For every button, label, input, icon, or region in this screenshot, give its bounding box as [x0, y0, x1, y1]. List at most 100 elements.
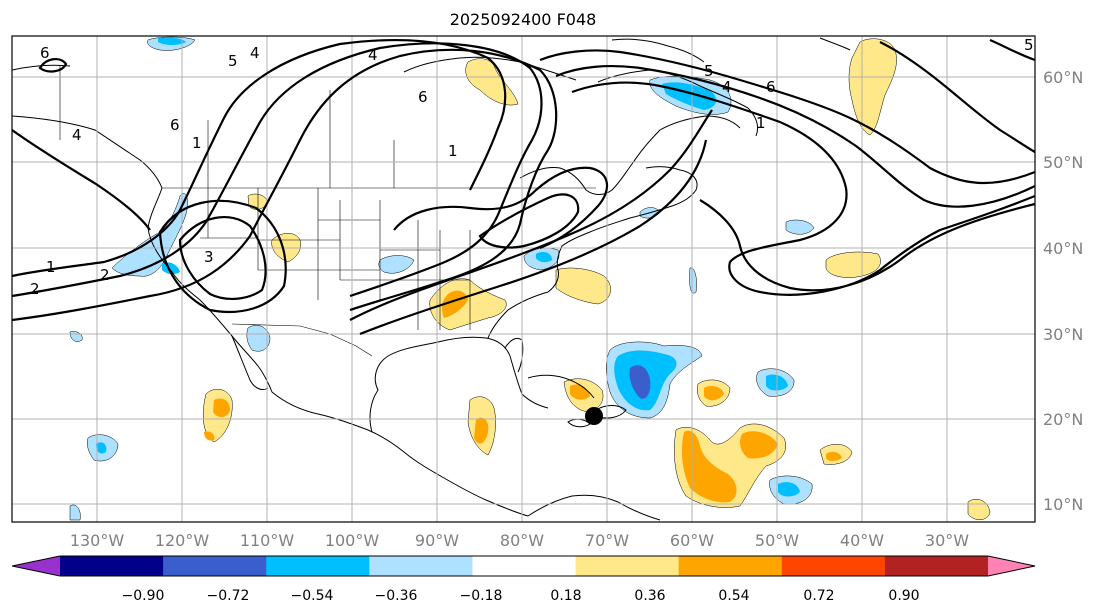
- contour-line: [12, 38, 507, 278]
- cool-anomaly-core: [96, 442, 107, 454]
- greenland-west-coast: [611, 38, 705, 63]
- contour-label: 1: [46, 258, 56, 276]
- coastlines: [12, 37, 851, 521]
- colorbar: −0.90 −0.72 −0.54 −0.36 −0.18 0.18 0.36 …: [11, 555, 1036, 604]
- contour-label: 1: [448, 142, 458, 160]
- warm-anomaly-area: [848, 38, 897, 136]
- longitude-axis: 130°W 120°W 110°W 100°W 90°W 80°W 70°W 6…: [70, 531, 969, 550]
- contour-line: [555, 64, 1035, 208]
- contour-label: 5: [228, 52, 238, 70]
- colorbar-segment: [678, 556, 783, 576]
- contour-line: [478, 193, 580, 249]
- contour-line: [158, 199, 287, 314]
- contour-label: 2: [30, 280, 40, 298]
- colorbar-segment: [575, 556, 680, 576]
- contour-lines: [12, 38, 1035, 336]
- contour-line: [359, 139, 708, 336]
- contour-line: [349, 109, 713, 321]
- contour-line: [699, 199, 1035, 292]
- longitude-label: 80°W: [500, 531, 544, 550]
- baffin-island-coast: [597, 69, 759, 137]
- cool-anomaly-area: [785, 219, 815, 235]
- longitude-label: 110°W: [240, 531, 295, 550]
- cool-anomaly-core: [536, 252, 552, 263]
- longitude-label: 90°W: [415, 531, 459, 550]
- greenland-east-coast: [819, 37, 851, 51]
- colorbar-segment: [781, 556, 886, 576]
- colorbar-segment: [266, 556, 370, 576]
- baja-california-coast: [231, 335, 269, 391]
- warm-anomaly-core: [204, 431, 215, 441]
- hudson-bay-region: [519, 115, 741, 195]
- warm-anomaly-core: [474, 417, 489, 444]
- colorbar-tick-label: −0.18: [460, 588, 503, 604]
- colorbar-segment: [163, 556, 267, 576]
- contour-line: [879, 41, 1035, 153]
- colorbar-tick-label: −0.72: [207, 588, 250, 604]
- cool-anomaly-area: [246, 325, 271, 352]
- warm-anomaly-core: [826, 451, 842, 461]
- colorbar-tick-label: 0.90: [888, 588, 919, 604]
- latitude-axis: 60°N 50°N 40°N 30°N 20°N 10°N: [1043, 68, 1083, 514]
- colorbar-segments: [11, 555, 1036, 577]
- contour-label: 5: [704, 62, 714, 80]
- contour-label: 6: [170, 116, 180, 134]
- map-frame: [11, 35, 1036, 523]
- colorbar-tick-labels: −0.90 −0.72 −0.54 −0.36 −0.18 0.18 0.36 …: [122, 588, 920, 604]
- figure-title: 2025092400 F048: [450, 10, 597, 29]
- contour-label: 4: [368, 46, 378, 64]
- colorbar-tick-label: −0.36: [375, 588, 418, 604]
- contour-label: 5: [1024, 36, 1034, 54]
- contour-line: [571, 81, 1035, 296]
- warm-anomaly-area: [429, 278, 507, 331]
- longitude-label: 70°W: [585, 531, 629, 550]
- colorbar-segment: [369, 556, 473, 576]
- cool-anomaly-area: [378, 255, 415, 274]
- longitude-label: 120°W: [155, 531, 210, 550]
- longitude-label: 30°W: [925, 531, 969, 550]
- colorbar-tick-label: −0.54: [291, 588, 334, 604]
- contour-line: [12, 129, 151, 231]
- map-panel: 6 5 4 6 4 1 4 6 5 4 5 6 1 3 1 2 2 1: [11, 35, 1036, 523]
- warm-anomaly-core: [682, 430, 737, 503]
- warm-anomaly-area: [825, 251, 881, 278]
- cuba-coast: [527, 374, 595, 399]
- contour-label: 4: [250, 44, 260, 62]
- warm-anomaly-core: [213, 398, 230, 418]
- colorbar-segment: [884, 556, 989, 576]
- contour-label: 2: [100, 266, 110, 284]
- us-east-coast: [487, 231, 591, 339]
- colorbar-tick-label: −0.90: [122, 588, 165, 604]
- contour-line: [539, 49, 1035, 185]
- longitude-label: 40°W: [840, 531, 884, 550]
- contour-line: [178, 216, 267, 300]
- colorbar-tick-label: 0.18: [550, 588, 581, 604]
- contour-label: 1: [192, 134, 202, 152]
- colorbar-extend-low: [12, 556, 60, 576]
- colorbar-segment: [60, 556, 164, 576]
- political-borders: [59, 66, 596, 357]
- latitude-label: 50°N: [1043, 153, 1083, 172]
- contour-line: [393, 166, 608, 250]
- latitude-label: 40°N: [1043, 239, 1083, 258]
- contour-line: [12, 48, 558, 322]
- us-state-borders: [200, 188, 471, 330]
- longitude-label: 60°W: [670, 531, 714, 550]
- canada-province-borders: [59, 66, 395, 188]
- cool-anomaly-area: [689, 267, 697, 294]
- colorbar-tick-label: 0.54: [718, 588, 749, 604]
- latitude-label: 20°N: [1043, 410, 1083, 429]
- contour-line: [38, 58, 68, 73]
- contour-label: 4: [72, 126, 82, 144]
- longitude-label: 130°W: [70, 531, 125, 550]
- canada-atlantic-coast: [589, 166, 698, 233]
- contour-label: 6: [418, 88, 428, 106]
- contour-label: 1: [756, 114, 766, 132]
- longitude-label: 50°W: [755, 531, 799, 550]
- warm-anomaly-core: [740, 431, 778, 459]
- contour-line: [12, 42, 543, 298]
- contour-label: 4: [722, 78, 732, 96]
- latitude-label: 30°N: [1043, 325, 1083, 344]
- contour-label: 6: [40, 44, 50, 62]
